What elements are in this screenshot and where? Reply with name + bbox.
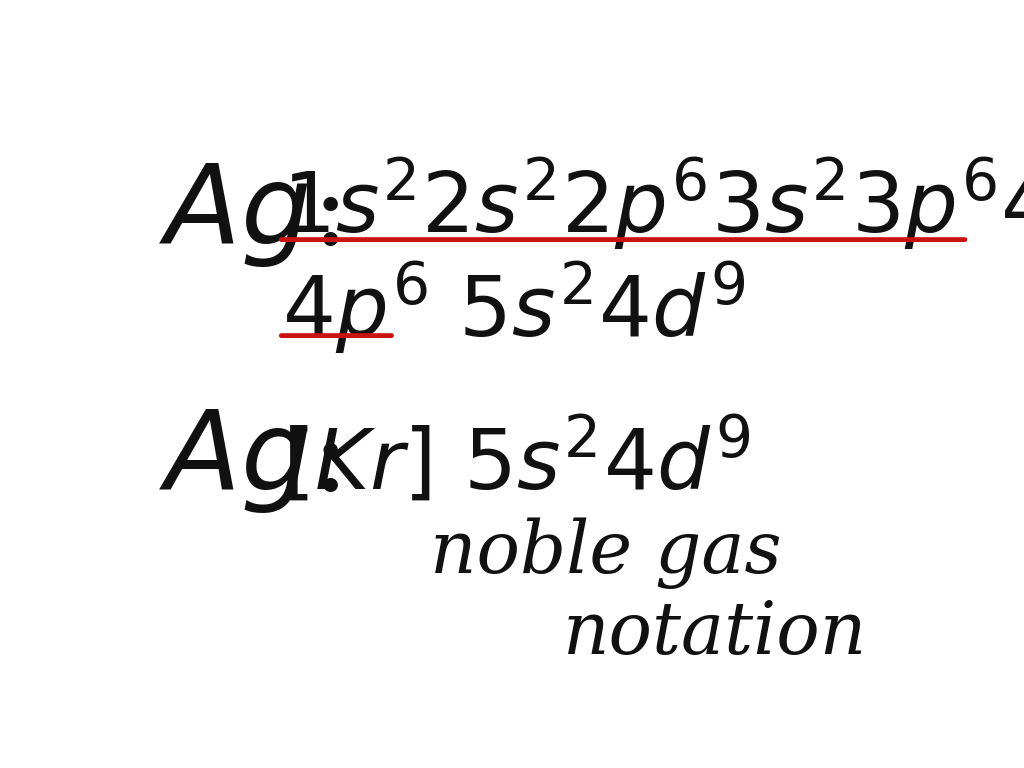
Text: notation: notation: [563, 598, 867, 669]
Text: $1s^{2}2s^{2}2p^{6}3s^{2}3p^{6}4s^{2}3d^{10}$: $1s^{2}2s^{2}2p^{6}3s^{2}3p^{6}4s^{2}3d^…: [282, 155, 1024, 252]
Text: noble gas: noble gas: [430, 517, 781, 589]
Text: $4p^{6}\ 5s^{2}4d^{9}$: $4p^{6}\ 5s^{2}4d^{9}$: [282, 259, 745, 356]
Text: $\mathit{Ag}$:: $\mathit{Ag}$:: [159, 161, 339, 269]
Text: $\mathit{Ag}$:: $\mathit{Ag}$:: [159, 407, 339, 515]
Text: $[\mathit{Kr}]\ 5s^{2}4d^{9}$: $[\mathit{Kr}]\ 5s^{2}4d^{9}$: [282, 415, 750, 506]
